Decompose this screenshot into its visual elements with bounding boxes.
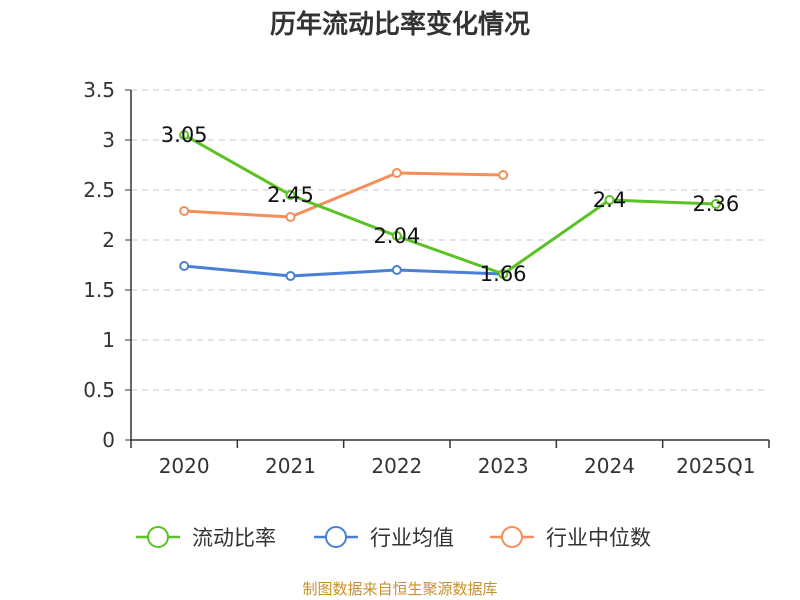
y-tick-label: 2.5 bbox=[83, 178, 115, 202]
data-point bbox=[498, 170, 509, 180]
data-point bbox=[604, 195, 615, 205]
data-label: 2.04 bbox=[373, 224, 420, 248]
series-line bbox=[183, 133, 716, 276]
legend: 流动比率 行业均值 行业中位数 bbox=[136, 526, 651, 550]
series-line bbox=[184, 264, 504, 278]
data-label: 2.4 bbox=[593, 188, 626, 212]
data-label: 2.45 bbox=[267, 183, 314, 207]
x-tick-label: 2021 bbox=[265, 454, 316, 478]
x-tick-label: 2024 bbox=[584, 454, 635, 478]
y-tick-label: 3.5 bbox=[83, 78, 115, 102]
y-tick-label: 3 bbox=[102, 128, 115, 152]
data-labels: 3.05 2.45 2.04 1.66 2.4 2.36 bbox=[161, 123, 739, 286]
source-note: 制图数据来自恒生聚源数据库 bbox=[302, 580, 498, 598]
x-tick-label: 2023 bbox=[478, 454, 529, 478]
y-tick-label: 1 bbox=[102, 328, 115, 352]
legend-label: 行业均值 bbox=[370, 526, 454, 550]
data-point bbox=[498, 269, 509, 279]
series-line bbox=[184, 171, 504, 219]
y-tick-label: 0.5 bbox=[83, 378, 115, 402]
data-label: 3.05 bbox=[161, 123, 208, 147]
data-point bbox=[285, 271, 296, 281]
legend-marker bbox=[501, 526, 523, 548]
data-point bbox=[391, 265, 402, 275]
axes: 0 0.5 1 1.5 2 2.5 3 3.5 2020 2021 2022 2023 2024 2025… bbox=[83, 78, 770, 478]
data-point bbox=[710, 199, 721, 209]
y-tick-label: 2 bbox=[102, 228, 115, 252]
y-tick-label: 0 bbox=[102, 428, 115, 452]
data-point bbox=[179, 206, 190, 216]
legend-marker bbox=[147, 526, 169, 548]
chart-title: 历年流动比率变化情况 bbox=[269, 10, 530, 40]
series-lines bbox=[179, 130, 721, 281]
data-point bbox=[391, 168, 402, 178]
data-point bbox=[179, 261, 190, 271]
legend-label: 行业中位数 bbox=[546, 526, 651, 550]
y-tick-label: 1.5 bbox=[83, 278, 115, 302]
data-label: 2.36 bbox=[692, 192, 739, 216]
data-point bbox=[285, 212, 296, 222]
data-label: 1.66 bbox=[480, 262, 527, 286]
x-tick-label: 2025Q1 bbox=[676, 454, 755, 478]
grid-lines bbox=[131, 89, 769, 391]
x-tick-label: 2020 bbox=[159, 454, 210, 478]
legend-label: 流动比率 bbox=[192, 526, 276, 550]
x-tick-label: 2022 bbox=[371, 454, 422, 478]
data-point bbox=[391, 231, 402, 241]
legend-marker bbox=[325, 526, 347, 548]
data-point bbox=[285, 190, 296, 200]
data-point bbox=[179, 130, 190, 140]
